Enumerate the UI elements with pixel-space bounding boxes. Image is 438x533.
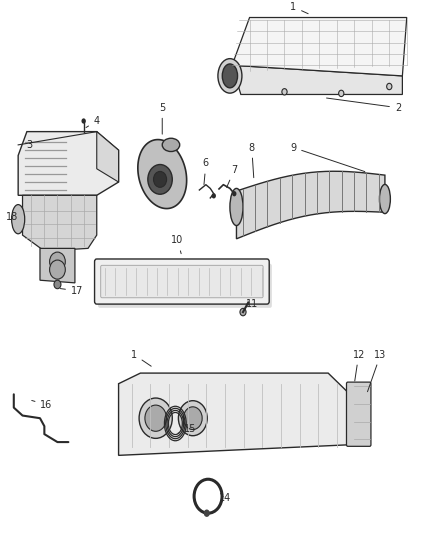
Circle shape <box>282 88 287 95</box>
Text: 3: 3 <box>26 140 32 150</box>
Circle shape <box>81 118 86 124</box>
Circle shape <box>145 405 166 431</box>
Circle shape <box>148 165 172 194</box>
Circle shape <box>49 260 65 279</box>
Text: 11: 11 <box>246 299 258 309</box>
Text: 18: 18 <box>6 212 18 222</box>
Text: 13: 13 <box>367 350 387 392</box>
Ellipse shape <box>162 138 180 151</box>
Text: 1: 1 <box>290 2 308 14</box>
Circle shape <box>204 510 210 517</box>
Text: 9: 9 <box>290 142 365 172</box>
Circle shape <box>212 193 216 198</box>
Text: 6: 6 <box>203 158 209 184</box>
Text: 4: 4 <box>86 116 100 127</box>
Circle shape <box>153 172 166 187</box>
Polygon shape <box>18 132 119 195</box>
Ellipse shape <box>218 59 242 93</box>
Text: 16: 16 <box>32 400 53 410</box>
Text: 8: 8 <box>249 142 255 177</box>
FancyBboxPatch shape <box>95 259 269 304</box>
Ellipse shape <box>12 205 25 234</box>
Polygon shape <box>138 140 187 208</box>
FancyBboxPatch shape <box>98 264 272 308</box>
Circle shape <box>139 398 172 438</box>
Polygon shape <box>97 132 119 182</box>
Ellipse shape <box>222 64 237 88</box>
Text: 17: 17 <box>60 286 83 296</box>
Polygon shape <box>232 65 403 94</box>
Circle shape <box>240 309 246 316</box>
Text: 2: 2 <box>327 98 401 113</box>
Text: 5: 5 <box>159 103 166 134</box>
Ellipse shape <box>379 184 390 214</box>
Polygon shape <box>237 171 385 239</box>
Text: 14: 14 <box>219 493 232 503</box>
Circle shape <box>54 280 61 289</box>
Circle shape <box>184 407 202 430</box>
Circle shape <box>339 90 344 96</box>
Circle shape <box>178 401 207 435</box>
Text: 7: 7 <box>226 165 237 188</box>
Ellipse shape <box>230 188 243 225</box>
Circle shape <box>232 191 237 196</box>
Polygon shape <box>40 248 75 283</box>
Text: 15: 15 <box>178 424 197 434</box>
Text: 1: 1 <box>131 350 151 366</box>
Text: 12: 12 <box>353 350 365 381</box>
Polygon shape <box>22 195 97 251</box>
FancyBboxPatch shape <box>101 265 263 298</box>
Polygon shape <box>119 373 350 455</box>
Text: 10: 10 <box>171 236 184 254</box>
Circle shape <box>387 83 392 90</box>
Polygon shape <box>232 18 407 76</box>
FancyBboxPatch shape <box>346 382 371 446</box>
Circle shape <box>49 252 65 271</box>
